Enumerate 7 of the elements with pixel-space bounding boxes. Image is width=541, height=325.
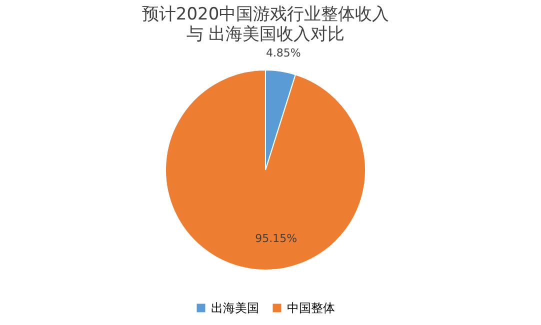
data-label: 4.85% — [266, 46, 301, 60]
pie-slice — [165, 70, 366, 270]
chart-subtitle: 与 出海美国收入对比 — [186, 24, 345, 44]
legend-label: 出海美国 — [211, 301, 259, 315]
data-label: 95.15% — [255, 232, 298, 246]
legend-label: 中国整体 — [287, 301, 335, 315]
chart-title: 预计2020中国游戏行业整体收入 — [142, 4, 390, 24]
